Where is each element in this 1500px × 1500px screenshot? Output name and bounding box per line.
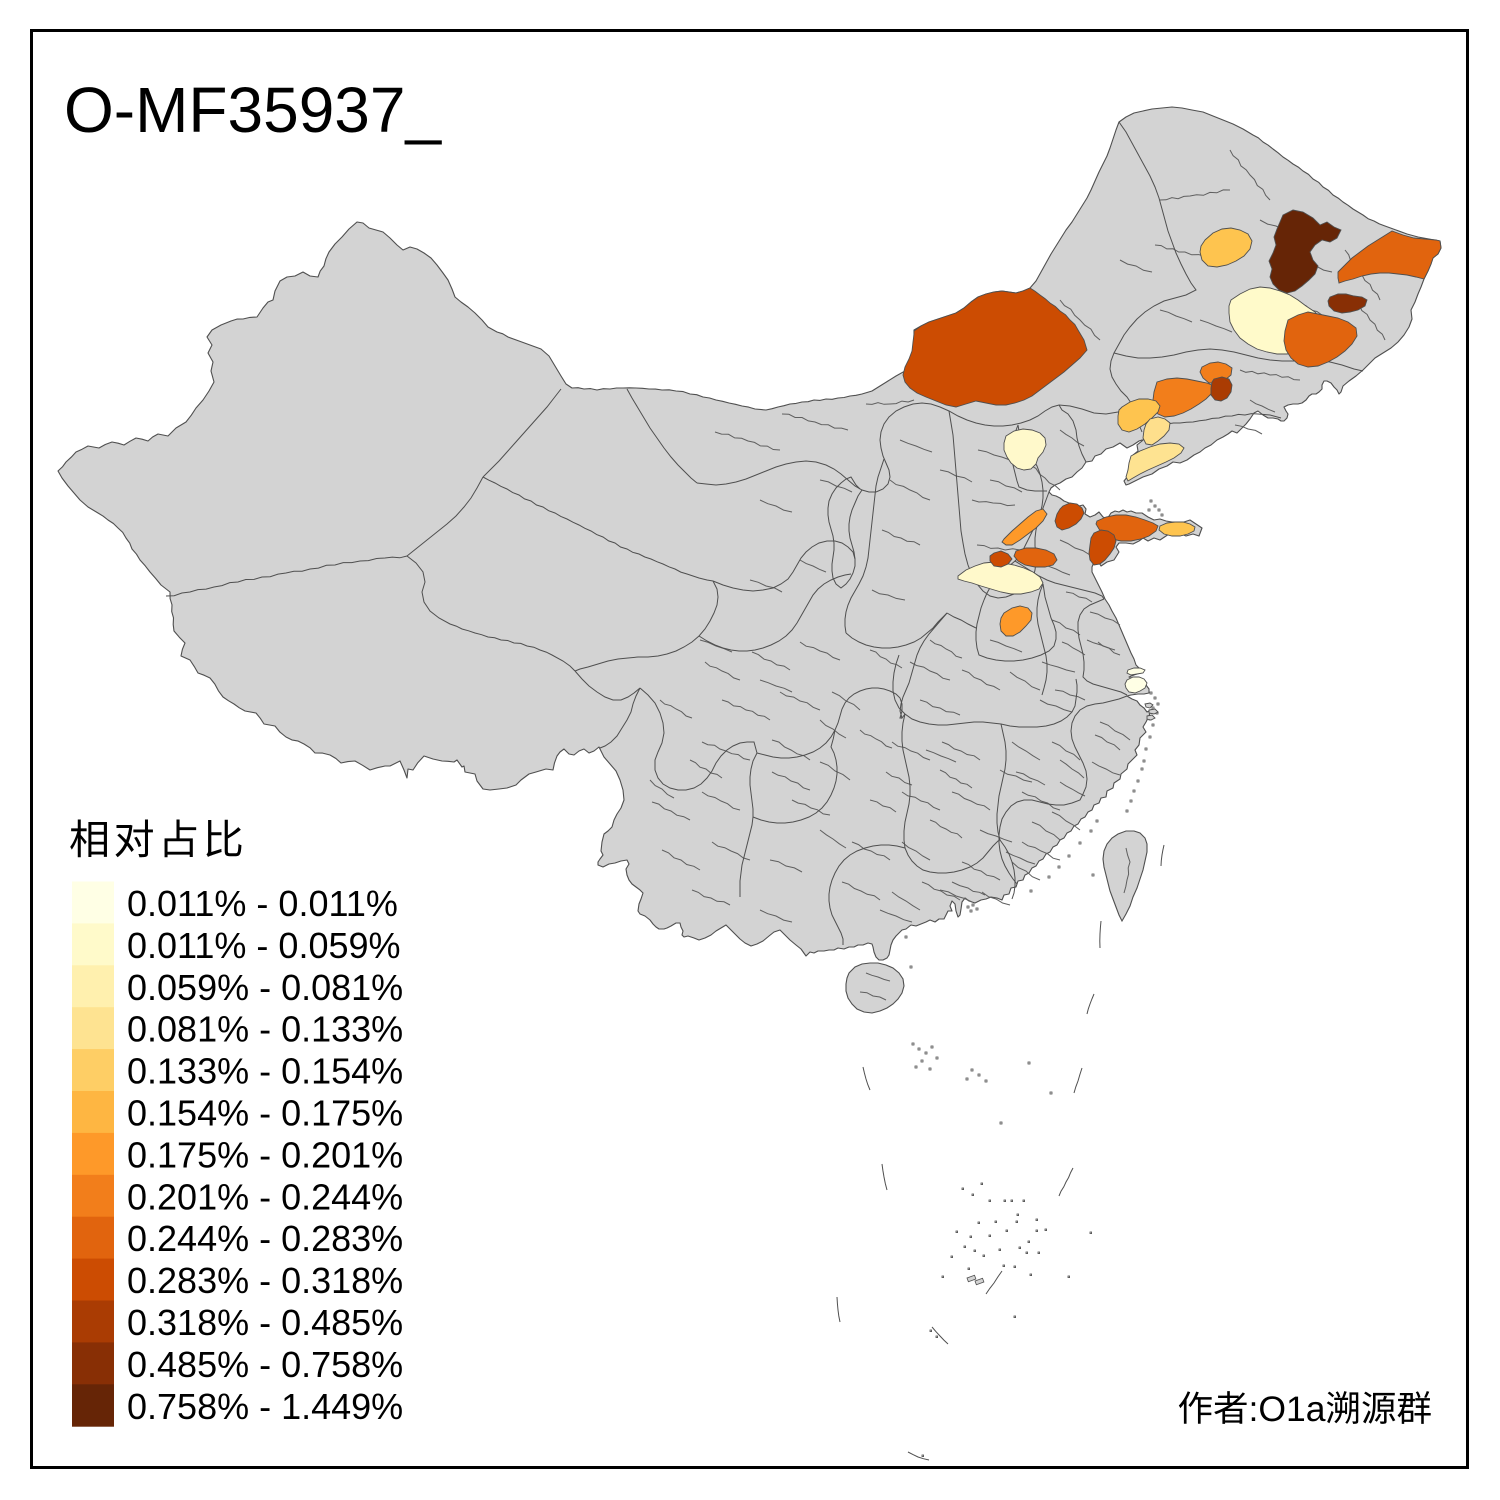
svg-text:0.059% - 0.081%: 0.059% - 0.081% bbox=[127, 967, 403, 1008]
svg-text:0.133% - 0.154%: 0.133% - 0.154% bbox=[127, 1051, 403, 1092]
svg-text:0.283% - 0.318%: 0.283% - 0.318% bbox=[127, 1260, 403, 1301]
svg-text:0.011% - 0.011%: 0.011% - 0.011% bbox=[127, 883, 398, 924]
svg-text:0.201% - 0.244%: 0.201% - 0.244% bbox=[127, 1176, 403, 1217]
svg-text:O-MF35937_: O-MF35937_ bbox=[64, 74, 442, 146]
svg-text:0.485% - 0.758%: 0.485% - 0.758% bbox=[127, 1344, 403, 1385]
svg-text:0.081% - 0.133%: 0.081% - 0.133% bbox=[127, 1009, 403, 1050]
svg-text:0.154% - 0.175%: 0.154% - 0.175% bbox=[127, 1093, 403, 1134]
svg-text:0.318% - 0.485%: 0.318% - 0.485% bbox=[127, 1302, 403, 1343]
svg-text:0.011% - 0.059%: 0.011% - 0.059% bbox=[127, 925, 401, 966]
svg-text:0.244% - 0.283%: 0.244% - 0.283% bbox=[127, 1218, 403, 1259]
svg-text:0.175% - 0.201%: 0.175% - 0.201% bbox=[127, 1134, 403, 1175]
svg-text:0.758% - 1.449%: 0.758% - 1.449% bbox=[127, 1386, 403, 1427]
